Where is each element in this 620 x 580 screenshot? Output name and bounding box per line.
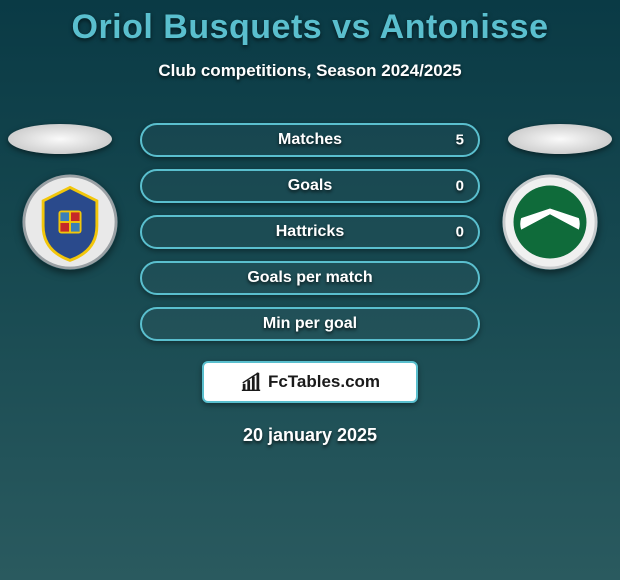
stat-label: Hattricks — [276, 223, 344, 241]
stat-row-min-per-goal: Min per goal — [140, 307, 480, 341]
stat-row-goals-per-match: Goals per match — [140, 261, 480, 295]
stat-right-value: 0 — [456, 178, 464, 195]
moreirense-crest-icon — [502, 174, 598, 270]
fctables-label: FcTables.com — [268, 372, 380, 392]
player-photo-left — [8, 124, 112, 154]
stat-right-value: 0 — [456, 224, 464, 241]
stat-label: Min per goal — [263, 315, 357, 333]
snapshot-date: 20 january 2025 — [0, 425, 620, 446]
club-badge-left — [22, 174, 118, 270]
stat-label: Goals — [288, 177, 332, 195]
bar-chart-icon — [240, 371, 262, 393]
arouca-crest-icon — [22, 174, 118, 270]
page-title: Oriol Busquets vs Antonisse — [0, 8, 620, 47]
stat-row-goals: Goals 0 — [140, 169, 480, 203]
stat-row-matches: Matches 5 — [140, 123, 480, 157]
stat-label: Goals per match — [247, 269, 372, 287]
club-badge-right — [502, 174, 598, 270]
stat-row-hattricks: Hattricks 0 — [140, 215, 480, 249]
player-photo-right — [508, 124, 612, 154]
stat-right-value: 5 — [456, 132, 464, 149]
subtitle: Club competitions, Season 2024/2025 — [0, 61, 620, 81]
fctables-watermark[interactable]: FcTables.com — [202, 361, 418, 403]
comparison-card: Oriol Busquets vs Antonisse Club competi… — [0, 0, 620, 580]
stat-label: Matches — [278, 131, 342, 149]
